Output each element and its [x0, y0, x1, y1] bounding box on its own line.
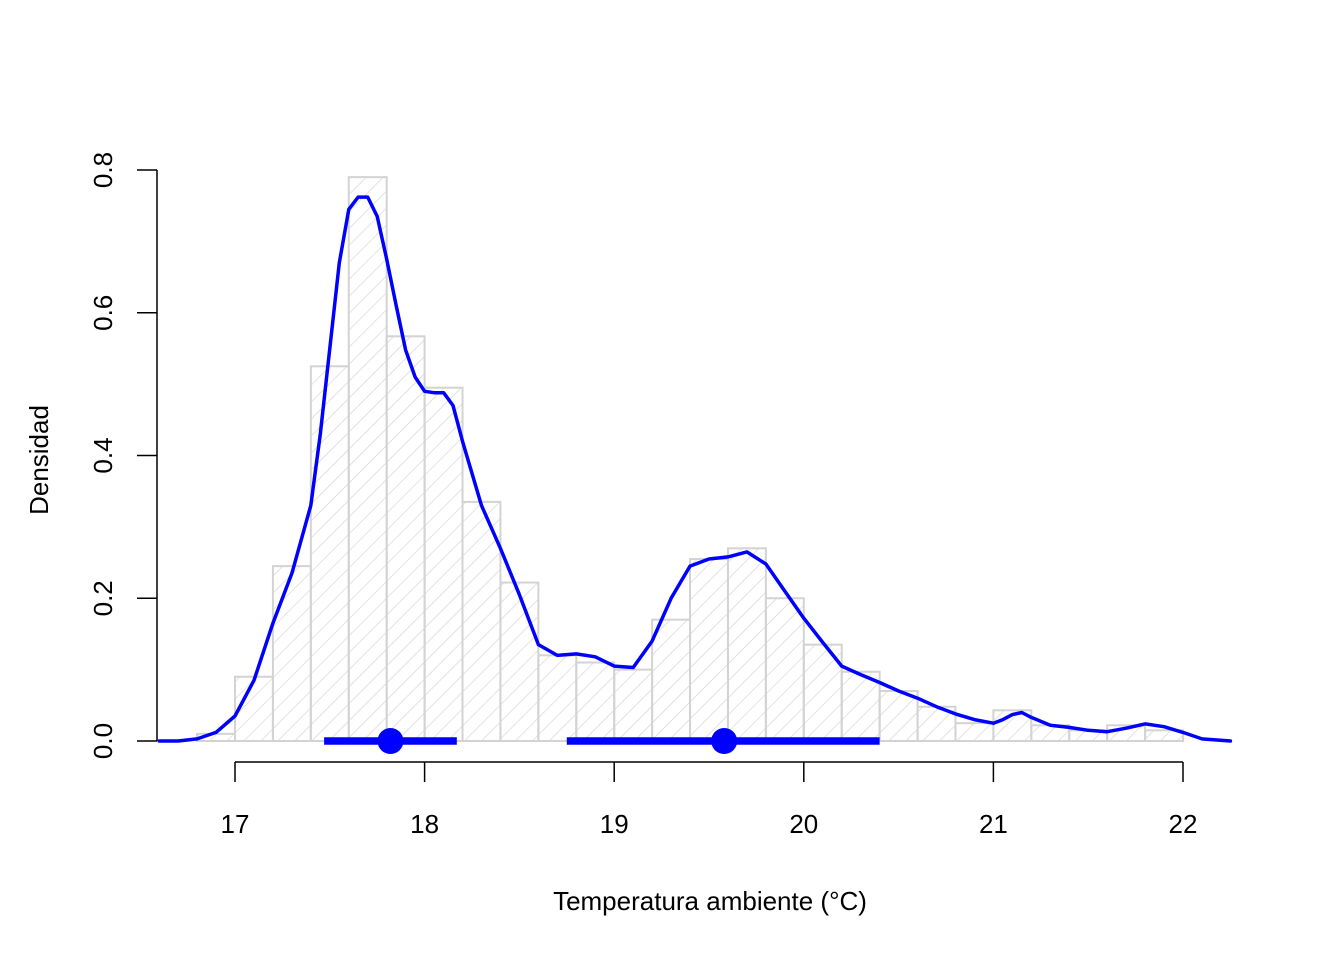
histogram-bar [726, 547, 767, 742]
histogram-bar [878, 690, 919, 742]
x-axis-title: Temperatura ambiente (°C) [553, 886, 867, 916]
histogram-bar [764, 597, 805, 742]
histogram-bar [347, 176, 388, 742]
histogram-bar [385, 335, 426, 742]
x-tick-label: 17 [221, 809, 250, 839]
density-curve [157, 195, 1233, 743]
histogram-bar [423, 386, 464, 742]
histogram-bar [651, 618, 692, 742]
x-tick-label: 22 [1169, 809, 1198, 839]
y-tick-label: 0.4 [88, 437, 118, 473]
interval-point [377, 728, 404, 754]
histogram-bar [309, 365, 350, 742]
x-axis: 17 18 19 20 21 22 [221, 761, 1198, 839]
interval-point [711, 728, 738, 754]
x-tick-label: 20 [789, 809, 818, 839]
x-tick-label: 21 [979, 809, 1008, 839]
histogram-bar [613, 668, 654, 742]
y-tick-label: 0.8 [88, 152, 118, 188]
x-tick-label: 19 [600, 809, 629, 839]
histogram-bar [954, 722, 995, 742]
y-tick-label: 0.2 [88, 580, 118, 616]
x-tick-label: 18 [410, 809, 439, 839]
intervals-layer [324, 728, 880, 754]
histogram-bar [1144, 729, 1184, 743]
histogram-bar [689, 557, 729, 743]
histogram-bar [575, 661, 616, 742]
histogram-bar [537, 654, 578, 742]
histogram-bar [499, 581, 540, 742]
density-curve-layer [157, 195, 1233, 743]
y-axis-title: Densidad [24, 405, 54, 515]
y-tick-label: 0.0 [88, 723, 118, 759]
y-tick-label: 0.6 [88, 295, 118, 331]
histogram-bar [271, 565, 312, 742]
histogram-bars [196, 176, 1184, 743]
y-axis: 0.0 0.2 0.4 0.6 0.8 [88, 152, 158, 759]
histogram-bar [840, 670, 881, 742]
